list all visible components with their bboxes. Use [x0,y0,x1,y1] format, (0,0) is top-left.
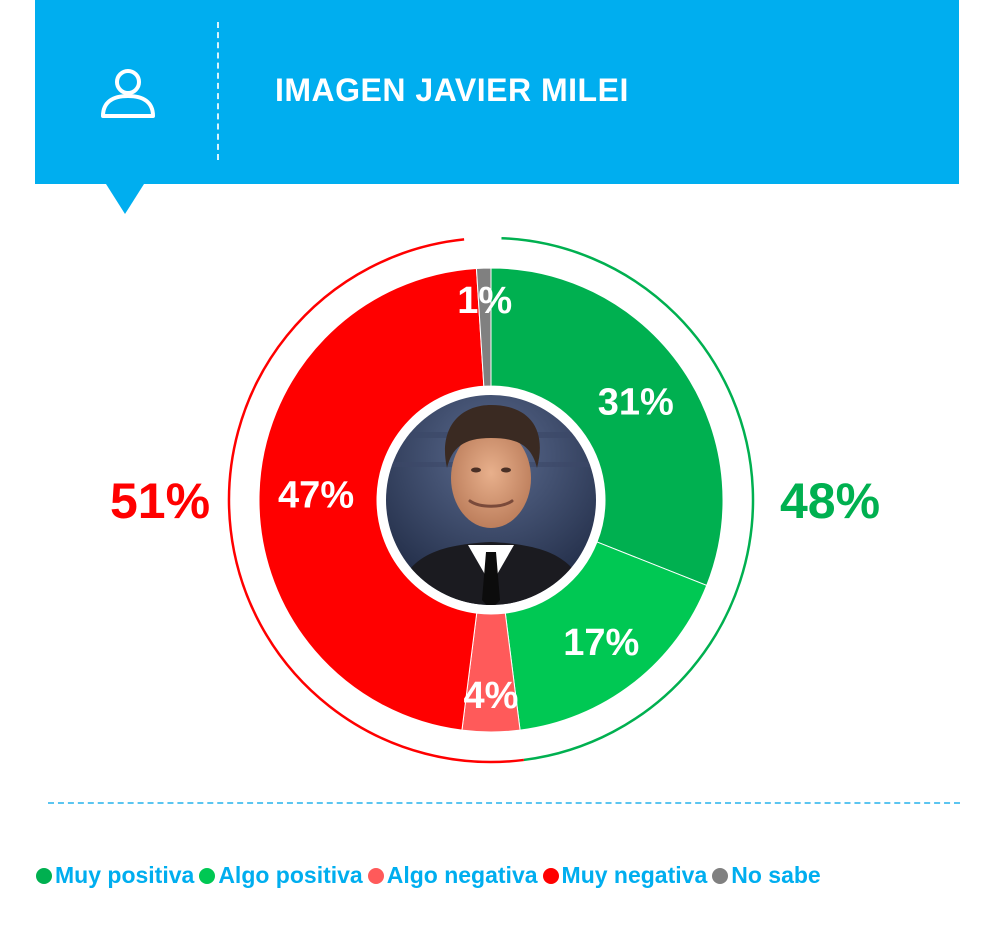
legend-item: Muy negativa [543,862,713,889]
legend-item: No sabe [712,862,825,889]
negative-total-label: 51% [110,473,210,529]
slice-label: 17% [563,622,639,664]
legend-label: No sabe [731,862,820,889]
legend-dot-icon [368,868,384,884]
legend: Muy positiva Algo positiva Algo negativa Mu… [36,862,826,889]
slice-label: 4% [464,675,519,717]
dashed-divider [48,802,960,804]
header-divider [217,22,219,160]
header-banner: IMAGEN JAVIER MILEI [35,0,959,184]
slice-label: 31% [598,382,674,424]
legend-label: Algo negativa [387,862,538,889]
legend-dot-icon [712,868,728,884]
page-title: IMAGEN JAVIER MILEI [275,72,629,109]
positive-total-label: 48% [780,473,880,529]
legend-dot-icon [199,868,215,884]
slice-label: 1% [457,280,512,322]
legend-item: Algo positiva [199,862,367,889]
donut-chart: 31% 17% 4% 47% 1% 48% 51% [0,200,1000,780]
legend-label: Muy negativa [562,862,708,889]
legend-dot-icon [36,868,52,884]
legend-label: Muy positiva [55,862,194,889]
legend-dot-icon [543,868,559,884]
person-icon [97,62,159,124]
legend-item: Algo negativa [368,862,543,889]
legend-item: Muy positiva [36,862,199,889]
slice-label: 47% [278,475,354,517]
legend-label: Algo positiva [218,862,362,889]
